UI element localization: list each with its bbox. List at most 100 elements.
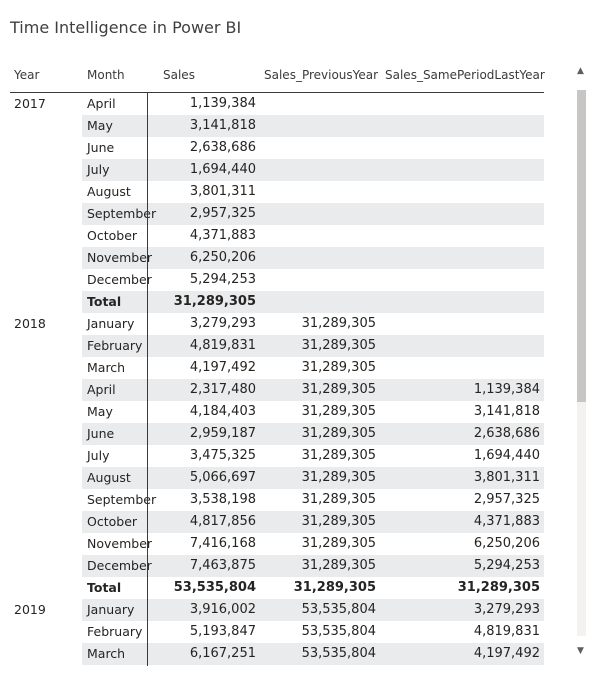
- sales-previous-year-cell: 53,535,804: [301, 624, 376, 639]
- row-month-cell[interactable]: August: [87, 184, 131, 199]
- row-month-cell[interactable]: September: [87, 206, 157, 221]
- row-month-cell[interactable]: January: [87, 602, 135, 617]
- sales-previous-year-cell: 31,289,305: [301, 426, 376, 441]
- table-row[interactable]: 2019 January 3,916,002 53,535,804 3,279,293: [10, 599, 544, 621]
- row-month-cell[interactable]: February: [87, 624, 143, 639]
- table-row[interactable]: August 3,801,311: [10, 181, 544, 203]
- sales-cell: 2,638,686: [189, 140, 256, 155]
- sales-cell: 6,250,206: [189, 250, 256, 265]
- row-month-cell[interactable]: June: [87, 426, 115, 441]
- row-year-cell[interactable]: 2019: [14, 602, 46, 617]
- row-month-cell[interactable]: October: [87, 228, 138, 243]
- row-month-cell[interactable]: March: [87, 646, 126, 661]
- column-header-sales-same-period-last-year[interactable]: Sales_SamePeriodLastYear: [385, 68, 545, 82]
- sales-cell: 3,475,325: [189, 448, 256, 463]
- sales-cell: 7,416,168: [189, 536, 256, 551]
- scroll-track[interactable]: [577, 90, 586, 636]
- table-row[interactable]: October 4,371,883: [10, 225, 544, 247]
- table-row[interactable]: October 4,817,856 31,289,305 4,371,883: [10, 511, 544, 533]
- table-row[interactable]: November 6,250,206: [10, 247, 544, 269]
- row-month-cell[interactable]: December: [87, 272, 152, 287]
- sales-cell: 3,538,198: [189, 492, 256, 507]
- row-month-cell[interactable]: May: [87, 404, 113, 419]
- row-month-cell[interactable]: January: [87, 316, 135, 331]
- sales-cell: 2,957,325: [189, 206, 256, 221]
- column-header-sales[interactable]: Sales: [163, 68, 195, 82]
- sales-same-period-last-year-cell: 6,250,206: [473, 536, 540, 551]
- table-row[interactable]: May 4,184,403 31,289,305 3,141,818: [10, 401, 544, 423]
- sales-cell: 4,817,856: [189, 514, 256, 529]
- row-year-cell[interactable]: 2018: [14, 316, 46, 331]
- row-year-cell[interactable]: 2017: [14, 96, 46, 111]
- table-row[interactable]: September 3,538,198 31,289,305 2,957,325: [10, 489, 544, 511]
- row-month-cell[interactable]: June: [87, 140, 115, 155]
- chevron-down-icon[interactable]: ▼: [577, 646, 584, 656]
- sales-same-period-last-year-cell: 1,694,440: [473, 448, 540, 463]
- table-row[interactable]: 2017 April 1,139,384: [10, 93, 544, 115]
- table-row[interactable]: September 2,957,325: [10, 203, 544, 225]
- column-header-sales-previous-year[interactable]: Sales_PreviousYear: [264, 68, 379, 82]
- vertical-scrollbar[interactable]: ▲ ▼: [574, 66, 588, 656]
- row-month-cell[interactable]: September: [87, 492, 157, 507]
- table-row[interactable]: June 2,638,686: [10, 137, 544, 159]
- sales-same-period-last-year-cell: 3,279,293: [473, 602, 540, 617]
- row-month-cell[interactable]: March: [87, 360, 126, 375]
- table-row[interactable]: February 4,819,831 31,289,305: [10, 335, 544, 357]
- column-header-row: Year Month Sales Sales_PreviousYear Sale…: [10, 64, 545, 93]
- sales-same-period-last-year-cell: 3,141,818: [473, 404, 540, 419]
- sales-same-period-last-year-cell: 4,819,831: [473, 624, 540, 639]
- column-header-month[interactable]: Month: [87, 68, 125, 82]
- sales-same-period-last-year-cell: 2,957,325: [473, 492, 540, 507]
- table-row[interactable]: July 3,475,325 31,289,305 1,694,440: [10, 445, 544, 467]
- total-row[interactable]: Total 31,289,305: [10, 291, 544, 313]
- scroll-thumb[interactable]: [577, 90, 586, 402]
- table-row[interactable]: July 1,694,440: [10, 159, 544, 181]
- total-label[interactable]: Total: [87, 294, 122, 309]
- sales-previous-year-cell: 31,289,305: [301, 316, 376, 331]
- table-row[interactable]: February 5,193,847 53,535,804 4,819,831: [10, 621, 544, 643]
- sales-previous-year-cell: 31,289,305: [301, 536, 376, 551]
- table-row[interactable]: June 2,959,187 31,289,305 2,638,686: [10, 423, 544, 445]
- sales-cell: 5,294,253: [189, 272, 256, 287]
- table-row[interactable]: December 5,294,253: [10, 269, 544, 291]
- row-month-cell[interactable]: February: [87, 338, 143, 353]
- sales-previous-year-cell: 31,289,305: [301, 404, 376, 419]
- sales-cell: 5,066,697: [189, 470, 256, 485]
- sales-cell: 1,694,440: [189, 162, 256, 177]
- table-row[interactable]: November 7,416,168 31,289,305 6,250,206: [10, 533, 544, 555]
- sales-cell: 2,959,187: [189, 426, 256, 441]
- row-month-cell[interactable]: April: [87, 96, 116, 111]
- table-row[interactable]: December 7,463,875 31,289,305 5,294,253: [10, 555, 544, 577]
- sales-cell: 3,141,818: [189, 118, 256, 133]
- total-row[interactable]: Total 53,535,804 31,289,305 31,289,305: [10, 577, 544, 599]
- sales-cell: 2,317,480: [189, 382, 256, 397]
- sales-previous-year-cell: 31,289,305: [301, 448, 376, 463]
- total-label[interactable]: Total: [87, 580, 122, 595]
- sales-cell: 4,184,403: [189, 404, 256, 419]
- row-month-cell[interactable]: October: [87, 514, 138, 529]
- chevron-up-icon[interactable]: ▲: [577, 66, 584, 76]
- row-month-cell[interactable]: August: [87, 470, 131, 485]
- table-row[interactable]: May 3,141,818: [10, 115, 544, 137]
- table-row[interactable]: April 2,317,480 31,289,305 1,139,384: [10, 379, 544, 401]
- sales-cell: 1,139,384: [189, 96, 256, 111]
- table-row[interactable]: August 5,066,697 31,289,305 3,801,311: [10, 467, 544, 489]
- row-month-cell[interactable]: November: [87, 536, 153, 551]
- table-row[interactable]: March 6,167,251 53,535,804 4,197,492: [10, 643, 544, 665]
- sales-previous-year-cell: 31,289,305: [301, 360, 376, 375]
- row-month-cell[interactable]: December: [87, 558, 152, 573]
- sales-cell: 4,819,831: [189, 338, 256, 353]
- row-month-cell[interactable]: July: [87, 162, 110, 177]
- row-month-cell[interactable]: November: [87, 250, 153, 265]
- sales-cell: 3,801,311: [189, 184, 256, 199]
- sales-previous-year-cell: 53,535,804: [301, 646, 376, 661]
- table-row[interactable]: March 4,197,492 31,289,305: [10, 357, 544, 379]
- row-month-cell[interactable]: July: [87, 448, 110, 463]
- column-header-year[interactable]: Year: [14, 68, 40, 82]
- sales-same-period-last-year-cell: 3,801,311: [473, 470, 540, 485]
- matrix-visual[interactable]: Year Month Sales Sales_PreviousYear Sale…: [10, 64, 545, 665]
- sales-previous-year-cell: 31,289,305: [293, 580, 376, 595]
- row-month-cell[interactable]: May: [87, 118, 113, 133]
- row-month-cell[interactable]: April: [87, 382, 116, 397]
- table-row[interactable]: 2018 January 3,279,293 31,289,305: [10, 313, 544, 335]
